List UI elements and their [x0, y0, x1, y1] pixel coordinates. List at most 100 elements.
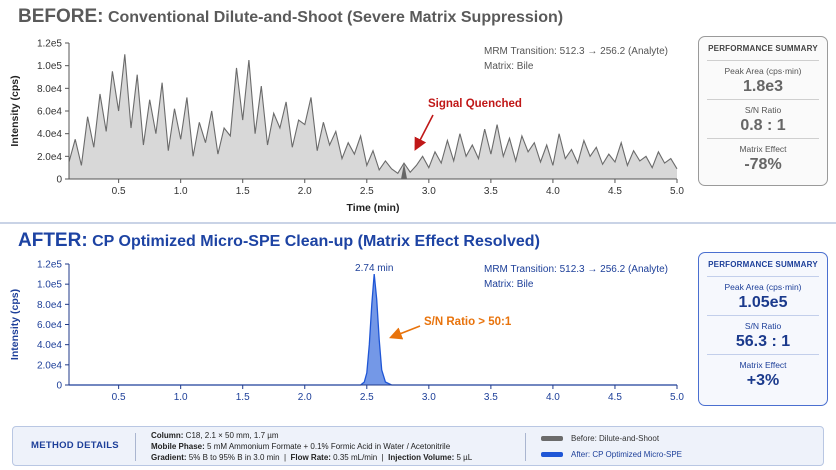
before-performance-summary: PERFORMANCE SUMMARY Peak Area (cps·min) …	[698, 36, 828, 186]
legend-swatch-before	[541, 436, 563, 442]
method-details-header: METHOD DETAILS	[31, 440, 119, 451]
before-chromatogram-chart: 0.5 1.0 1.5 2.0 2.5 3.0 3.5 4.0 4.5 5.0 0 2.0e4 4.0e…	[9, 39, 684, 215]
after-x-tick-label: 1.0	[174, 392, 188, 403]
after-y-tick-label: 1.2e5	[37, 260, 62, 271]
column-value: C18, 2.1 × 50 mm, 1.7 µm	[185, 431, 279, 440]
before-y-axis-label: Intensity (cps)	[9, 75, 21, 146]
metric-value: -78%	[744, 156, 782, 173]
sn-ratio-arrow	[389, 325, 421, 340]
before-metric-sn-ratio: S/N Ratio 0.8 : 1	[707, 99, 819, 138]
legend-separator	[525, 433, 526, 461]
legend-item-after: After: CP Optimized Micro-SPE	[541, 450, 682, 459]
after-y-tick-label: 8.0e4	[37, 300, 62, 311]
after-title-description: CP Optimized Micro-SPE Clean-up (Matrix …	[92, 233, 540, 250]
metric-value: +3%	[746, 372, 780, 389]
after-y-tick-label: 0	[56, 381, 62, 392]
after-panel-header: PERFORMANCE SUMMARY	[708, 260, 818, 269]
metric-value: 0.8 : 1	[740, 117, 786, 134]
before-title-description: Conventional Dilute-and-Shoot (Severe Ma…	[107, 9, 564, 26]
metric-value: 56.3 : 1	[735, 333, 791, 350]
before-y-tick-label: 4.0e4	[37, 129, 62, 140]
after-x-tick-label: 5.0	[670, 392, 684, 403]
method-column-line: Column: C18, 2.1 × 50 mm, 1.7 µm	[151, 430, 472, 441]
before-metric-matrix-effect: Matrix Effect -78%	[707, 138, 819, 177]
before-x-tick-label: 2.5	[360, 186, 374, 197]
after-x-tick-label: 1.5	[236, 392, 250, 403]
gradient-value: 5% B to 95% B in 3.0 min	[188, 453, 280, 462]
mobile-phase-value: 5 mM Ammonium Formate + 0.1% Formic Acid…	[207, 442, 451, 451]
before-panel-header: PERFORMANCE SUMMARY	[708, 44, 818, 53]
after-x-tick-label: 2.5	[360, 392, 374, 403]
after-y-tick-label: 4.0e4	[37, 340, 62, 351]
signal-quenched-annotation: Signal Quenched	[428, 98, 522, 110]
after-x-tick-label: 4.5	[608, 392, 622, 403]
after-metric-sn-ratio: S/N Ratio 56.3 : 1	[707, 315, 819, 354]
before-matrix-label: Matrix: Bile	[484, 61, 534, 72]
after-y-axis-label: Intensity (cps)	[9, 289, 21, 360]
quenched-peak-marker	[401, 163, 408, 179]
before-x-tick-label: 0.5	[112, 186, 126, 197]
before-y-tick-label: 6.0e4	[37, 107, 62, 118]
after-chromatogram-chart: 0.5 1.0 1.5 2.0 2.5 3.0 3.5 4.0 4.5 5.0 0 2.0e4 4.0e…	[9, 260, 684, 404]
legend-item-before: Before: Dilute-and-Shoot	[541, 434, 659, 443]
peak-retention-time-label: 2.74 min	[355, 263, 393, 274]
before-x-tick-label: 3.5	[484, 186, 498, 197]
metric-value: 1.05e5	[738, 294, 788, 311]
legend-label-before: Before: Dilute-and-Shoot	[571, 434, 660, 443]
before-y-tick-label: 1.0e5	[37, 61, 62, 72]
injection-volume-label: Injection Volume:	[388, 453, 455, 462]
after-title-label: AFTER:	[18, 230, 88, 251]
after-x-tick-label: 2.0	[298, 392, 312, 403]
before-series-line	[68, 54, 678, 175]
after-x-tick-label: 3.0	[422, 392, 436, 403]
after-section-title: AFTER: CP Optimized Micro-SPE Clean-up (…	[18, 230, 540, 252]
column-label: Column:	[151, 431, 184, 440]
injection-volume-value: 5 µL	[456, 453, 473, 462]
mobile-phase-label: Mobile Phase:	[151, 442, 205, 451]
before-x-tick-label: 4.5	[608, 186, 622, 197]
after-x-tick-label: 0.5	[112, 392, 126, 403]
before-x-tick-label: 4.0	[546, 186, 560, 197]
before-section-title: BEFORE: Conventional Dilute-and-Shoot (S…	[18, 6, 563, 28]
before-x-tick-label: 1.0	[174, 186, 188, 197]
before-x-tick-label: 2.0	[298, 186, 312, 197]
before-metric-peak-area: Peak Area (cps·min) 1.8e3	[707, 60, 819, 99]
after-series-area	[69, 274, 677, 385]
after-y-tick-label: 6.0e4	[37, 320, 62, 331]
before-y-tick-label: 8.0e4	[37, 84, 62, 95]
metric-label: S/N Ratio	[744, 321, 782, 331]
before-x-tick-label: 5.0	[670, 186, 684, 197]
after-matrix-label: Matrix: Bile	[484, 279, 534, 290]
before-mrm-transition: MRM Transition: 512.3 → 256.2 (Analyte)	[484, 46, 668, 57]
before-y-tick-label: 1.2e5	[37, 39, 62, 50]
gradient-label: Gradient:	[151, 453, 187, 462]
flow-rate-label: Flow Rate:	[290, 453, 331, 462]
metric-label: Peak Area (cps·min)	[724, 66, 802, 76]
method-mobile-line: Mobile Phase: 5 mM Ammonium Formate + 0.…	[151, 441, 472, 452]
sn-ratio-annotation: S/N Ratio > 50:1	[424, 316, 512, 328]
after-y-tick-label: 2.0e4	[37, 360, 62, 371]
before-title-label: BEFORE:	[18, 6, 104, 27]
after-metric-matrix-effect: Matrix Effect +3%	[707, 354, 819, 393]
after-performance-summary: PERFORMANCE SUMMARY Peak Area (cps·min) …	[698, 252, 828, 406]
before-x-tick-label: 3.0	[422, 186, 436, 197]
signal-quenched-arrow	[414, 114, 434, 151]
section-divider	[0, 222, 836, 224]
before-series-area	[69, 54, 677, 179]
method-details-box: METHOD DETAILS Column: C18, 2.1 × 50 mm,…	[12, 426, 824, 466]
metric-label: S/N Ratio	[744, 105, 782, 115]
after-x-tick-label: 4.0	[546, 392, 560, 403]
after-y-tick-label: 1.0e5	[37, 280, 62, 291]
method-separator	[135, 433, 136, 461]
flow-rate-value: 0.35 mL/min	[333, 453, 378, 462]
after-x-tick-label: 3.5	[484, 392, 498, 403]
method-details-lines: Column: C18, 2.1 × 50 mm, 1.7 µm Mobile …	[151, 430, 472, 463]
before-x-tick-label: 1.5	[236, 186, 250, 197]
metric-value: 1.8e3	[742, 78, 784, 95]
before-y-tick-label: 0	[56, 175, 62, 186]
before-x-axis-label: Time (min)	[347, 202, 400, 214]
metric-label: Peak Area (cps·min)	[724, 282, 802, 292]
legend-label-after: After: CP Optimized Micro-SPE	[571, 450, 682, 459]
method-gradient-line: Gradient: 5% B to 95% B in 3.0 min | Flo…	[151, 453, 473, 462]
